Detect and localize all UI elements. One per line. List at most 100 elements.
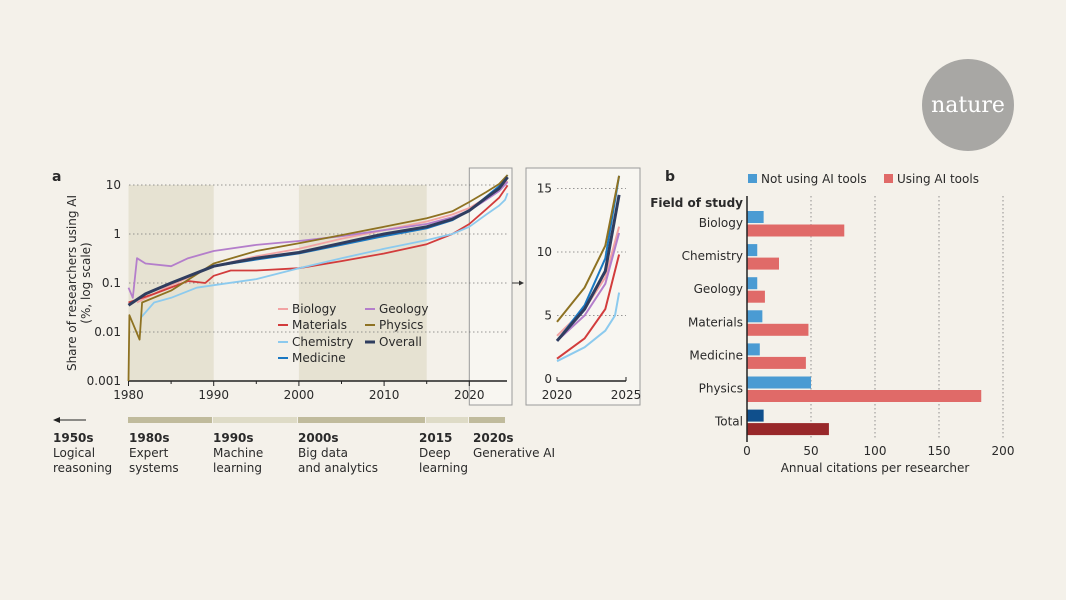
y-axis-title: Field of study [650,196,743,210]
y-tick-label: 0.001 [87,374,121,388]
bar-chemistry-not-using-ai [747,244,758,257]
x-tick-label: 100 [864,444,887,458]
legend-label-geology: Geology [379,302,428,316]
y-tick-label: 5 [544,309,552,323]
inset-arrow-head [519,280,524,286]
timeline-label: Deep [419,446,451,460]
series-line-materials [128,184,509,304]
series-line-overall [127,176,509,307]
y-axis-label-unit: (%, log scale) [79,242,93,323]
x-tick-label: 1990 [198,388,229,402]
inset-line-chemistry [556,292,621,363]
nature-logo: nature [922,59,1014,151]
x-tick-label: 2010 [369,388,400,402]
timeline-bar [469,417,505,423]
bar-materials-not-using-ai [747,310,763,323]
timeline-era: 2020s [473,431,514,445]
timeline-label: learning [419,461,468,475]
y-tick-label: 0.01 [94,325,121,339]
legend-swatch [748,174,757,183]
y-tick-label: 15 [537,182,552,196]
timeline-bar [426,417,468,423]
x-axis-label: Annual citations per researcher [781,461,970,475]
timeline-label: Expert [129,446,169,460]
bar-geology-using-ai [747,290,765,303]
bar-geology-not-using-ai [747,277,758,290]
x-tick-label: 2020 [454,388,485,402]
category-label-physics: Physics [699,382,743,396]
x-tick-label: 1980 [113,388,144,402]
panel-label-a: a [52,169,61,185]
inset-box [525,167,641,406]
timeline-bar [128,417,212,423]
category-label-chemistry: Chemistry [682,249,743,263]
zoom-highlight-box [468,167,513,406]
timeline-era: 1950s [53,431,94,445]
inset-line-materials [556,254,621,360]
panel-a-inset: 0 5 10 15 2020 2025 [525,167,642,406]
timeline-era: 1980s [129,431,170,445]
logo-circle [922,59,1014,151]
legend-label: Not using AI tools [761,172,867,186]
bar-biology-using-ai [747,224,845,237]
bar-chemistry-using-ai [747,257,779,270]
y-axis-label: Share of researchers using AI [65,195,79,371]
panel-a-chart: 0.001 0.01 0.1 1 10 1980 1990 2000 2010 2020 Share… [65,167,524,406]
timeline-label: reasoning [53,461,112,475]
x-tick-label: 2020 [542,388,573,402]
x-tick-label: 2025 [611,388,642,402]
legend-label-chemistry: Chemistry [292,335,353,349]
x-tick-label: 200 [992,444,1015,458]
panel-label-b: b [665,169,675,185]
inset-line-geology [556,232,621,342]
timeline-label: learning [213,461,262,475]
inset-line-overall [555,194,621,342]
timeline-bar [213,417,297,423]
bar-physics-not-using-ai [747,376,811,389]
x-tick-label: 50 [803,444,818,458]
legend-swatch [884,174,893,183]
bar-biology-not-using-ai [747,211,764,223]
timeline-era: 2000s [298,431,339,445]
timeline-label: Generative AI [473,446,555,460]
bar-materials-using-ai [747,323,809,336]
y-tick-label: 1 [113,227,121,241]
x-tick-label: 0 [743,444,751,458]
timeline-label: and analytics [298,461,378,475]
inset-line-physics [556,175,621,323]
category-label-total: Total [714,415,743,429]
x-tick-label: 2000 [284,388,315,402]
timeline-arrow-head [53,417,60,423]
timeline-era: 1990s [213,431,254,445]
y-tick-label: 10 [537,245,552,259]
x-tick-label: 150 [928,444,951,458]
category-label-materials: Materials [688,315,743,329]
series-line-chemistry [140,192,509,318]
category-label-geology: Geology [694,282,743,296]
timeline-label: Big data [298,446,348,460]
legend-label-materials: Materials [292,318,347,332]
timeline-bar [298,417,425,423]
category-label-medicine: Medicine [689,348,743,362]
timeline-label: systems [129,461,179,475]
bar-total-using-ai [747,423,829,436]
timeline-label: Machine [213,446,263,460]
legend-label-medicine: Medicine [292,351,346,365]
timeline-era: 2015 [419,431,452,445]
y-tick-label: 0.1 [102,276,121,290]
bar-medicine-using-ai [747,356,806,369]
legend-label-physics: Physics [379,318,423,332]
panel-b-chart: 0 50 100 150 200 Annual citations per researc… [650,172,1014,475]
legend-label: Using AI tools [897,172,979,186]
legend-label-biology: Biology [292,302,336,316]
bar-total-not-using-ai [747,409,764,422]
bar-physics-using-ai [747,390,982,402]
y-tick-label: 10 [106,178,121,192]
logo-text: nature [931,93,1005,118]
legend-label-overall: Overall [379,335,422,349]
y-tick-label: 0 [544,372,552,386]
series-line-physics [127,174,509,382]
category-label-biology: Biology [699,216,743,230]
